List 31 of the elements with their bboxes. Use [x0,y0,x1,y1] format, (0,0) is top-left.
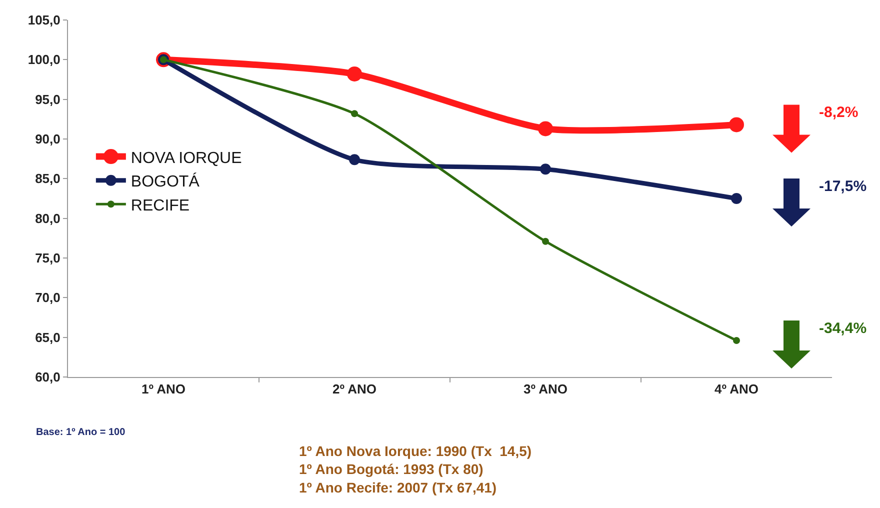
y-tick-label: 60,0 [35,370,60,385]
y-tick-label: 85,0 [35,171,60,186]
legend-label: RECIFE [130,197,190,214]
text: 1º Ano Nova Iorque: 1990 (Tx 14,5) 1º Ano Bogotá: 1993 (Tx 80) 1º Ano Recife: 2007 (Tx 67,41) [299,443,532,496]
point [349,154,360,166]
point [733,337,740,344]
point [540,164,551,175]
x-tick-label: 2º ANO [332,382,376,397]
point [347,66,362,82]
y-tick-label: 90,0 [35,132,60,147]
point [538,121,553,136]
x-tick-label: 3º ANO [524,382,568,397]
x-tick-label: 4º ANO [714,382,758,397]
y-tick-label: 105,0 [28,12,60,28]
y-tick-label: 80,0 [35,210,60,226]
annotation: -8,2% [819,104,858,121]
legend-label: BOGOTÁ [130,172,200,191]
y-tick-label: 75,0 [35,250,60,266]
y-tick-label: 65,0 [35,330,60,345]
text: Base: 1º Ano = 100 [36,427,126,438]
x-tick-label: 1º ANO [142,382,186,397]
y-tick-label: 100,0 [28,52,60,68]
annotation: -17,5% [819,178,867,195]
point [351,110,358,118]
point [729,117,744,132]
point [731,193,742,204]
annotation: -34,4% [819,320,867,337]
y-tick-label: 70,0 [35,290,60,306]
legend-label: NOVA IORQUE [130,150,242,167]
y-tick-label: 95,0 [35,92,60,107]
point [542,238,549,245]
